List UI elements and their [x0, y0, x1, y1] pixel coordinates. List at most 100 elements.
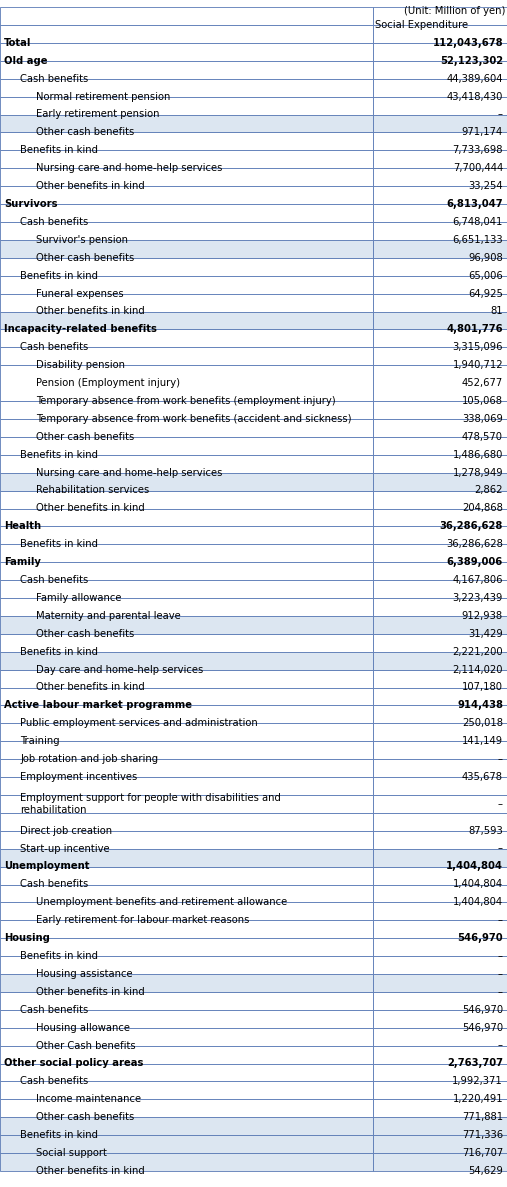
- Text: 912,938: 912,938: [462, 611, 503, 621]
- Bar: [373, 419, 507, 437]
- Text: Benefits in kind: Benefits in kind: [20, 271, 98, 280]
- Bar: [373, 849, 507, 867]
- Bar: [373, 975, 507, 992]
- Text: Direct job creation: Direct job creation: [20, 826, 112, 836]
- Bar: [373, 78, 507, 96]
- Bar: [373, 1153, 507, 1172]
- Bar: [373, 490, 507, 508]
- Text: Cash benefits: Cash benefits: [20, 217, 88, 227]
- Text: Incapacity-related benefits: Incapacity-related benefits: [4, 324, 157, 335]
- Bar: [373, 25, 507, 43]
- Text: Benefits in kind: Benefits in kind: [20, 539, 98, 550]
- Bar: [373, 115, 507, 133]
- Text: Funeral expenses: Funeral expenses: [36, 288, 124, 299]
- Text: 112,043,678: 112,043,678: [432, 38, 503, 47]
- Text: 36,286,628: 36,286,628: [446, 539, 503, 550]
- Bar: [0, 204, 373, 222]
- Bar: [0, 902, 373, 920]
- Text: Cash benefits: Cash benefits: [20, 1004, 88, 1015]
- Bar: [373, 43, 507, 61]
- Bar: [0, 634, 373, 652]
- Bar: [0, 831, 373, 849]
- Bar: [373, 1046, 507, 1064]
- Text: 204,868: 204,868: [462, 503, 503, 514]
- Text: –: –: [498, 844, 503, 853]
- Text: Survivor's pension: Survivor's pension: [36, 235, 128, 245]
- Bar: [373, 330, 507, 348]
- Text: –: –: [498, 754, 503, 764]
- Text: 64,925: 64,925: [468, 288, 503, 299]
- Bar: [373, 687, 507, 705]
- Bar: [373, 902, 507, 920]
- Bar: [0, 723, 373, 741]
- Text: –: –: [498, 986, 503, 997]
- Bar: [0, 777, 373, 795]
- Bar: [0, 61, 373, 78]
- Bar: [0, 169, 373, 186]
- Bar: [373, 508, 507, 526]
- Bar: [0, 25, 373, 43]
- Text: Other benefits in kind: Other benefits in kind: [36, 182, 145, 191]
- Bar: [373, 795, 507, 813]
- Bar: [373, 1010, 507, 1028]
- Bar: [373, 580, 507, 598]
- Text: 1,486,680: 1,486,680: [453, 450, 503, 459]
- Bar: [0, 760, 373, 777]
- Text: Survivors: Survivors: [4, 199, 57, 209]
- Bar: [373, 957, 507, 975]
- Text: 2,862: 2,862: [475, 485, 503, 495]
- Text: Family: Family: [4, 557, 41, 567]
- Text: 338,069: 338,069: [462, 414, 503, 424]
- Text: 1,404,804: 1,404,804: [446, 862, 503, 871]
- Bar: [0, 545, 373, 563]
- Bar: [0, 1064, 373, 1081]
- Text: 36,286,628: 36,286,628: [440, 521, 503, 532]
- Bar: [373, 616, 507, 634]
- Text: 478,570: 478,570: [462, 432, 503, 442]
- Bar: [373, 563, 507, 580]
- Text: Social Expenditure: Social Expenditure: [375, 20, 468, 30]
- Bar: [0, 652, 373, 669]
- Text: 65,006: 65,006: [468, 271, 503, 280]
- Bar: [0, 580, 373, 598]
- Text: Other social policy areas: Other social policy areas: [4, 1059, 143, 1068]
- Bar: [373, 813, 507, 831]
- Text: 105,068: 105,068: [462, 396, 503, 406]
- Text: 1,404,804: 1,404,804: [453, 897, 503, 907]
- Bar: [0, 884, 373, 902]
- Text: Cash benefits: Cash benefits: [20, 74, 88, 83]
- Text: 141,149: 141,149: [462, 736, 503, 747]
- Text: 87,593: 87,593: [468, 826, 503, 836]
- Bar: [373, 472, 507, 490]
- Bar: [0, 867, 373, 884]
- Text: Cash benefits: Cash benefits: [20, 1077, 88, 1086]
- Bar: [373, 240, 507, 258]
- Bar: [373, 598, 507, 616]
- Text: 771,336: 771,336: [462, 1130, 503, 1140]
- Text: Social support: Social support: [36, 1148, 107, 1159]
- Bar: [0, 348, 373, 366]
- Text: 3,223,439: 3,223,439: [453, 594, 503, 603]
- Text: 250,018: 250,018: [462, 718, 503, 729]
- Text: Temporary absence from work benefits (accident and sickness): Temporary absence from work benefits (ac…: [36, 414, 351, 424]
- Text: Day care and home-help services: Day care and home-help services: [36, 665, 203, 674]
- Text: Benefits in kind: Benefits in kind: [20, 647, 98, 656]
- Bar: [0, 1135, 373, 1153]
- Bar: [0, 813, 373, 831]
- Bar: [0, 1081, 373, 1099]
- Text: 1,992,371: 1,992,371: [452, 1077, 503, 1086]
- Text: Other benefits in kind: Other benefits in kind: [36, 986, 145, 997]
- Bar: [373, 705, 507, 723]
- Text: 914,438: 914,438: [457, 700, 503, 710]
- Text: 107,180: 107,180: [462, 683, 503, 692]
- Bar: [0, 330, 373, 348]
- Text: –: –: [498, 951, 503, 961]
- Bar: [0, 43, 373, 61]
- Text: Nursing care and home-help services: Nursing care and home-help services: [36, 468, 223, 477]
- Text: Other cash benefits: Other cash benefits: [36, 253, 134, 262]
- Text: Nursing care and home-help services: Nursing care and home-help services: [36, 163, 223, 173]
- Bar: [0, 472, 373, 490]
- Text: Rehabilitation services: Rehabilitation services: [36, 485, 149, 495]
- Bar: [373, 1099, 507, 1117]
- Text: Disability pension: Disability pension: [36, 360, 125, 370]
